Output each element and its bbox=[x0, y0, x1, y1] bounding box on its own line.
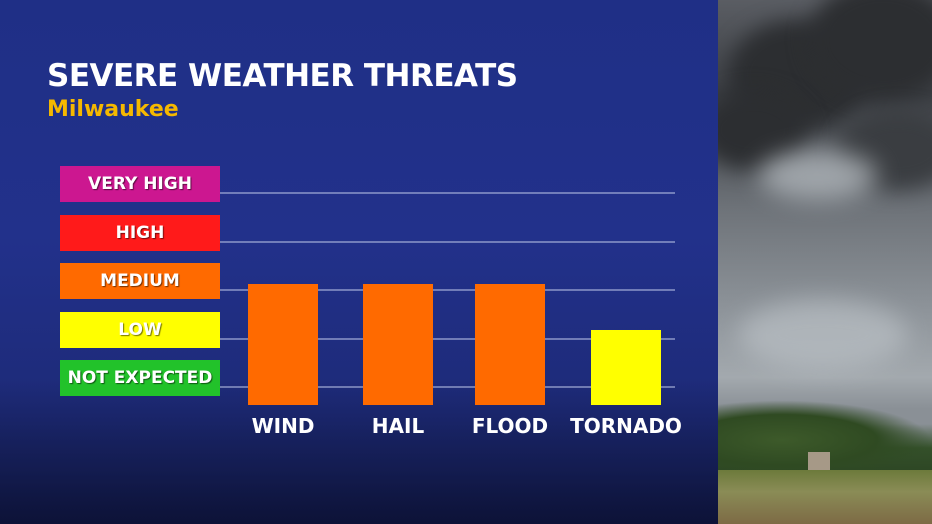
bar-wind bbox=[248, 284, 318, 405]
bar-flood bbox=[475, 284, 545, 405]
category-label-wind: WIND bbox=[251, 414, 315, 438]
storm-sky-photo bbox=[718, 0, 932, 524]
category-label-tornado: TORNADO bbox=[570, 414, 682, 438]
gridline bbox=[220, 192, 675, 194]
threat-level-medium: MEDIUM bbox=[60, 263, 220, 299]
threat-level-high: HIGH bbox=[60, 214, 220, 251]
category-label-hail: HAIL bbox=[371, 414, 425, 438]
chart-title: SEVERE WEATHER THREATS bbox=[47, 58, 518, 94]
bar-hail bbox=[363, 284, 433, 405]
chart-subtitle: Milwaukee bbox=[47, 97, 179, 122]
gridline bbox=[220, 386, 675, 388]
gridline bbox=[220, 289, 675, 291]
gridline bbox=[220, 240, 675, 243]
gridline bbox=[220, 337, 675, 340]
threat-level-very-high: VERY HIGH bbox=[60, 166, 220, 202]
category-label-flood: FLOOD bbox=[471, 414, 549, 438]
threat-level-not-expected: NOT EXPECTED bbox=[60, 360, 220, 396]
threat-level-low: LOW bbox=[60, 311, 220, 348]
bar-tornado bbox=[591, 330, 661, 405]
field bbox=[718, 470, 932, 524]
